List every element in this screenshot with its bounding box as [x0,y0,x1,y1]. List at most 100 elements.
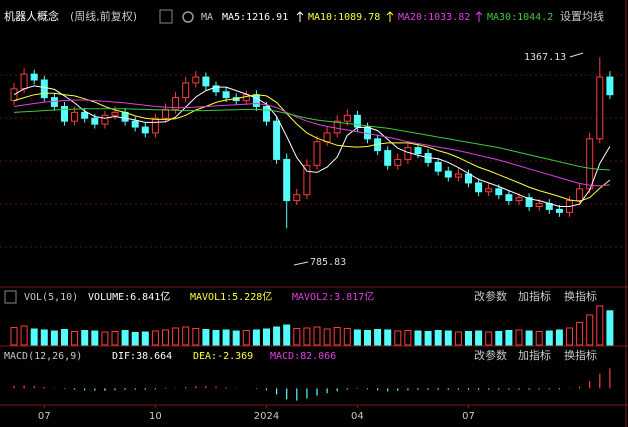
button[interactable]: 换指标 [564,348,597,362]
candle-body [394,158,402,166]
volume-bar [596,305,604,346]
candle-body [151,117,159,134]
indicator-value: MAVOL2:3.817亿 [292,290,374,303]
candle-body [606,76,614,96]
candle-body [81,111,89,119]
ma-line [13,99,610,187]
indicator-value: VOLUME:6.841亿 [88,290,170,303]
ma-label: MA5:1216.91 [222,12,288,23]
ma-label: MA30:1044.2 [487,12,553,23]
indicator-value: MACD:82.066 [270,351,336,362]
volume-bar [545,330,553,346]
volume-bar [252,329,260,346]
settings-button[interactable]: 设置均线 [560,9,604,23]
help-button[interactable] [159,9,173,24]
volume-bar [131,332,139,346]
volume-bar [555,329,563,346]
candle-body [101,114,109,125]
candle-body [111,111,119,116]
volume-bar [293,328,301,346]
volume-bar [515,329,523,346]
annotation-pointer [569,52,584,58]
volume-bar [606,310,614,346]
x-tick-label: 07 [462,411,475,422]
volume-bar [101,331,109,346]
volume-bar [404,330,412,346]
volume-bar [444,330,452,346]
button[interactable]: 换指标 [564,289,597,303]
candle-body [313,141,321,166]
candle-body [333,120,341,134]
button[interactable]: 改参数 [474,289,507,303]
button[interactable]: 加指标 [518,289,551,303]
volume-bar [424,331,432,346]
indicator-value: DEA:-2.369 [193,351,253,362]
candle-body [434,161,442,172]
volume-bar [91,330,99,346]
volume-bar [273,326,281,346]
volume-bar [212,330,220,346]
volume-bar [61,329,68,346]
candle-body [131,120,139,128]
candle-body [596,76,604,140]
candle-body [465,173,472,184]
candle-body [192,76,200,84]
collapse-button[interactable] [4,290,17,304]
volume-bar [121,330,129,346]
volume-bar [485,331,493,346]
candle-body [10,88,18,102]
volume-bar [576,322,584,346]
candle-body [323,132,331,143]
volume-bar [394,330,402,346]
header-arrows [296,11,483,22]
volume-bar [71,331,79,346]
volume-bar [50,330,58,346]
x-tick-label: 07 [38,411,51,422]
settings-icon[interactable] [182,11,194,23]
candle-body [222,91,230,99]
candle-body [404,147,412,160]
ma-line [13,85,611,207]
candle-body [20,73,28,90]
candle-body [162,108,169,119]
volume-bar [495,331,503,346]
candle-body [303,164,311,196]
candle-body [212,85,220,93]
candle-body [182,82,190,99]
ma-label: MA20:1033.82 [398,12,470,23]
candle-body [505,194,513,202]
volume-bar [202,329,210,346]
volume-bar [535,331,543,346]
candle-body [263,105,270,122]
volume-bar [192,328,200,346]
indicator-name: MACD(12,26,9) [4,351,82,362]
volume-bar [222,329,230,346]
candle-body [414,147,422,155]
volume-bar [232,330,240,346]
volume-bar [151,330,159,346]
volume-bar [162,329,169,346]
volume-bar [353,329,361,346]
volume-bar [374,329,382,346]
candle-body [555,208,563,213]
annotation-pointer [293,261,309,266]
candle-body [273,120,281,160]
button[interactable]: 改参数 [474,348,507,362]
candle-body [283,158,291,202]
candle-body [141,126,149,134]
volume-bar [303,327,311,346]
volume-bar [343,328,351,346]
candle-body [293,194,301,202]
chart-title: 机器人概念 [4,9,59,23]
candle-body [91,117,99,125]
volume-bar [111,331,119,346]
volume-bar [505,330,513,346]
candle-body [40,79,48,99]
volume-bar [141,331,149,346]
volume-bar [30,328,38,346]
button[interactable]: 加指标 [518,348,551,362]
